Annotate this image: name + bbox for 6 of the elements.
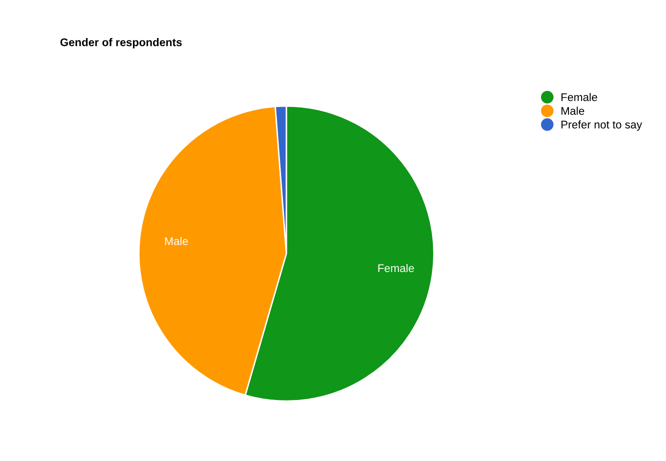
legend-label: Male xyxy=(561,106,584,115)
legend-label: Female xyxy=(561,92,598,102)
data-label: Male xyxy=(165,236,188,246)
chart-title: Gender of respondents xyxy=(60,38,182,48)
data-label: Female xyxy=(378,264,414,272)
legend-label: Prefer not to say xyxy=(561,120,642,131)
